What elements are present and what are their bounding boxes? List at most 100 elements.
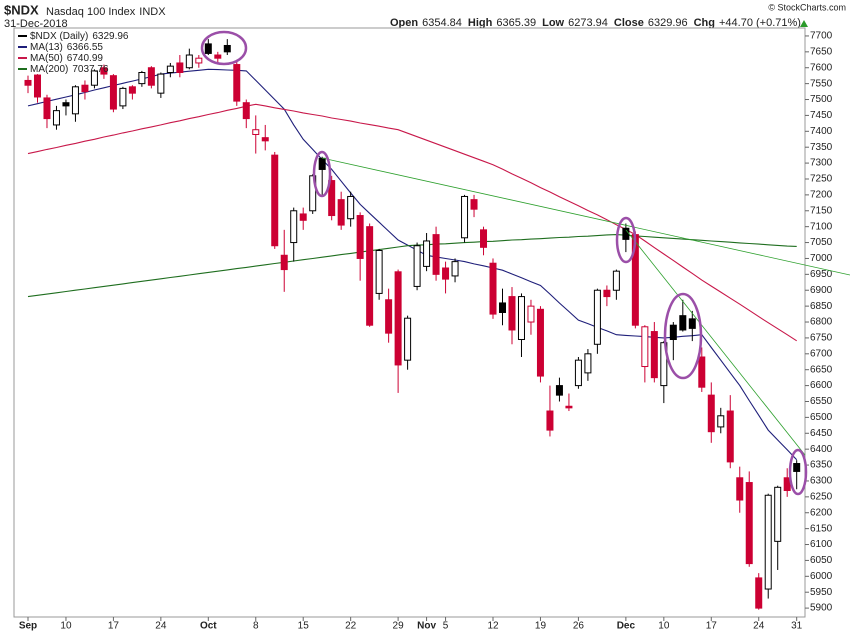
y-tick-label: 6250 (810, 491, 833, 502)
x-tick-label: 24 (155, 621, 167, 632)
candle-body (328, 180, 336, 217)
legend-entry: $NDX (Daily) 6329.96 (30, 31, 129, 42)
candle-body (195, 57, 203, 64)
index-name: Nasdaq 100 Index INDX (46, 6, 166, 18)
legend-entry: MA(13) 6366.55 (30, 42, 103, 53)
candle-body (185, 54, 193, 69)
x-tick-label: 17 (706, 621, 718, 632)
candle-body (252, 129, 260, 135)
candle-body (489, 262, 497, 315)
candle-body (423, 240, 431, 267)
circle (200, 30, 248, 66)
legend-value: 6366.55 (67, 42, 104, 53)
candle-body (793, 463, 801, 472)
quote: Open 6354.84 High 6365.39 Low 6273.94 Close 632… (390, 17, 801, 29)
quote-value: 6329.96 (648, 17, 688, 29)
y-tick-label: 6850 (810, 301, 833, 312)
candle-body (62, 102, 70, 107)
x-tick-label: 17 (108, 621, 120, 632)
x-tick-label: Oct (200, 621, 217, 632)
quote-label: Open (390, 17, 418, 29)
candle-body (366, 226, 374, 326)
candle-body (565, 405, 573, 409)
quote-value: 6365.39 (496, 17, 536, 29)
circle (312, 150, 332, 198)
y-tick-label: 6700 (810, 348, 833, 359)
candle-body (242, 102, 250, 120)
legend-name: MA(200) (30, 64, 68, 75)
candle-body (109, 75, 117, 110)
candle-body (774, 486, 782, 542)
candle-body (527, 305, 535, 323)
candle-body (593, 289, 601, 345)
quote-label: High (468, 17, 493, 29)
x-tick-label: 15 (298, 621, 310, 632)
candle-body (214, 54, 222, 59)
candle-body (138, 72, 146, 85)
x-tick-label: 26 (573, 621, 585, 632)
quote-label: Close (614, 17, 644, 29)
candle-body (309, 175, 317, 212)
y-tick-label: 7500 (810, 94, 833, 105)
y-tick-label: 6650 (810, 364, 833, 375)
candle-body (726, 410, 734, 463)
candle-body (641, 326, 649, 368)
y-tick-label: 6300 (810, 476, 833, 487)
x-tick-label: 5 (443, 621, 449, 632)
legend-name: MA(13) (30, 42, 63, 53)
symbol: $NDX (4, 2, 39, 17)
quote-value: +44.70 (+0.71%) (719, 17, 801, 29)
candle-body (451, 261, 459, 277)
y-tick-label: 6550 (810, 396, 833, 407)
trend-line (321, 157, 850, 276)
candle-body (499, 302, 506, 313)
legend-name: MA(50) (30, 53, 63, 64)
y-tick-label: 5900 (810, 603, 833, 614)
annotations (200, 30, 808, 496)
candle-body (707, 394, 715, 433)
candle-body (650, 331, 658, 379)
candle-body (432, 234, 440, 275)
candle-body (375, 250, 383, 294)
candle-body (480, 229, 488, 248)
candle-body (347, 195, 355, 220)
candle-body (261, 137, 269, 142)
y-tick-label: 6400 (810, 444, 833, 455)
candle-body (688, 318, 696, 329)
y-tick-label: 7350 (810, 142, 833, 153)
x-tick-label: 29 (393, 621, 405, 632)
quote-label: Low (542, 17, 564, 29)
candle-body (52, 110, 60, 126)
candle-body (223, 44, 231, 53)
candle-body (536, 308, 544, 377)
legend-value: 6740.99 (67, 53, 104, 64)
candle-body (147, 67, 155, 86)
candle-body (90, 70, 98, 86)
candle-body (745, 482, 753, 565)
x-tick-label: 10 (658, 621, 670, 632)
candle-body (755, 577, 763, 609)
y-tick-label: 7150 (810, 205, 833, 216)
y-tick-label: 6350 (810, 460, 833, 471)
y-tick-label: 7300 (810, 158, 833, 169)
circle (788, 448, 808, 496)
x-tick-label: Sep (19, 621, 37, 632)
y-tick-label: 6050 (810, 555, 833, 566)
candle-body (233, 64, 241, 102)
candle-body (100, 67, 108, 75)
y-tick-label: 7050 (810, 237, 833, 248)
candle-body (404, 317, 412, 361)
y-tick-label: 6950 (810, 269, 833, 280)
candle-body (470, 199, 478, 210)
candle-body (271, 154, 279, 247)
candle-body (764, 494, 772, 590)
legend-value: 7037.76 (72, 64, 109, 75)
y-tick-label: 7400 (810, 126, 833, 137)
y-tick-label: 7100 (810, 221, 833, 232)
candle-body (584, 353, 592, 374)
x-tick-label: 22 (345, 621, 357, 632)
candle-body (508, 296, 516, 331)
legend-entry: MA(200) 7037.76 (30, 64, 109, 75)
date: 31-Dec-2018 (4, 18, 68, 30)
